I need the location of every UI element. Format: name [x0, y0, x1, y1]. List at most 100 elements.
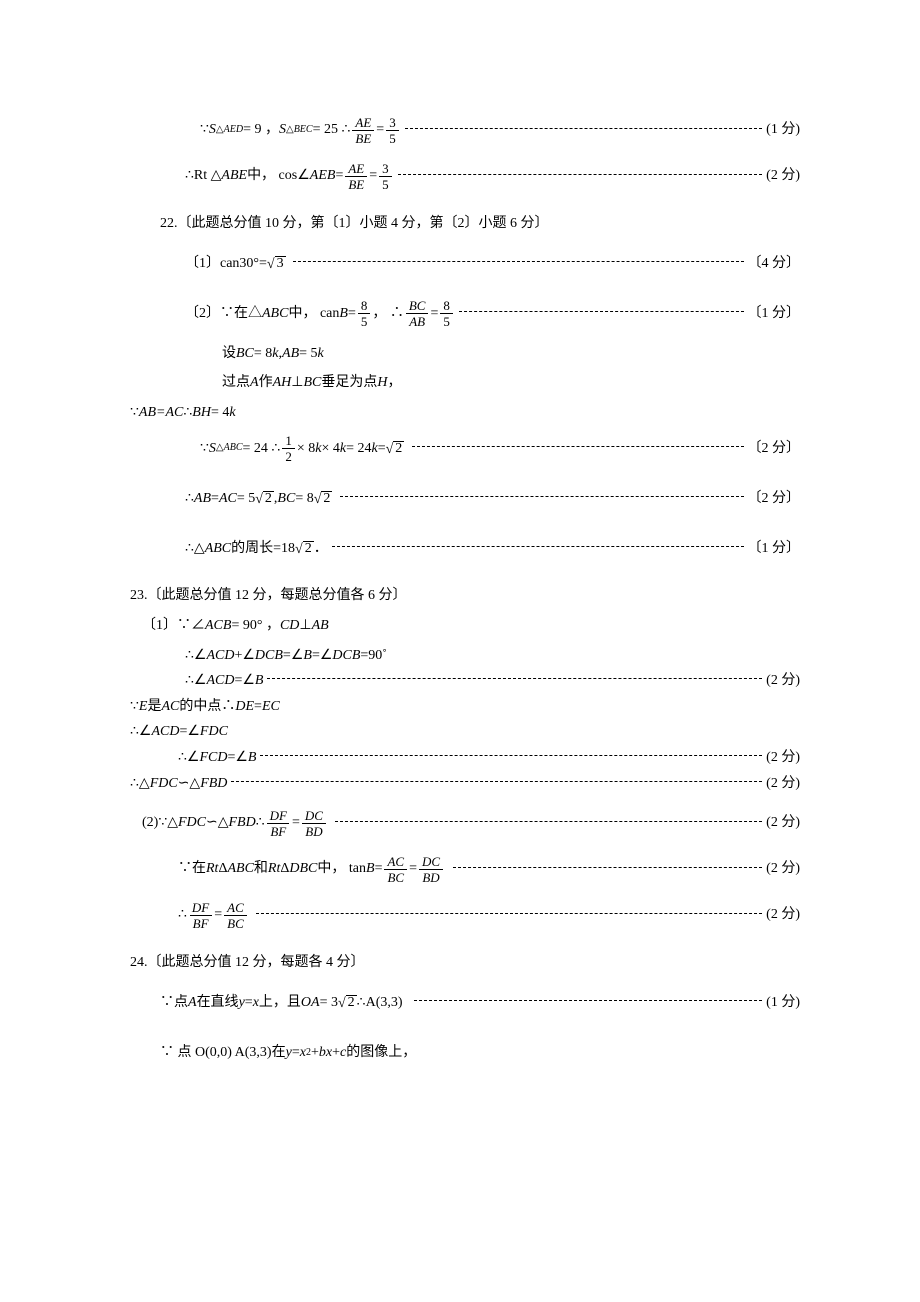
leader [260, 755, 762, 756]
text: ∴A(3,3) [357, 993, 403, 1013]
text: ∵ [130, 403, 139, 423]
text [332, 489, 336, 509]
points: 〔2 分〕 [748, 489, 801, 509]
text: = [211, 489, 219, 509]
leader [398, 174, 763, 175]
sym: ABC [262, 304, 288, 324]
text: ∴ [183, 403, 192, 423]
sub: △BEC [286, 123, 313, 137]
sym: ACD [206, 671, 234, 691]
text: ∵ [130, 697, 139, 717]
text: ∴∠ [185, 646, 206, 666]
text: =∠ [283, 646, 303, 666]
text: ∴△ [185, 539, 205, 559]
q23-1: 〔1〕∵∠ ACB = 90° ， CD ⊥ AB [130, 616, 800, 636]
text: 中， cos∠ [247, 166, 310, 186]
text: 的图像上， [346, 1043, 416, 1063]
points: (1 分) [766, 993, 800, 1013]
text: = 4 [211, 403, 229, 423]
text: ∴∠ [185, 671, 206, 691]
sym: ABC [227, 859, 253, 879]
sym: E [139, 697, 148, 717]
eq-line-cosaeb: ∴Rt △ ABE 中， cos∠ AEB = AEBE = 35 (2 分) [130, 156, 800, 196]
sym: ABE [221, 166, 247, 186]
q22-abac: ∵ AB=AC ∴ BH = 4k [130, 403, 800, 423]
frac-3-5: 35 [379, 162, 392, 191]
sym: B [303, 646, 312, 666]
text: 〔2〕∵在△ [185, 304, 262, 324]
frac-8-5: 85 [358, 299, 371, 328]
text: ∵在 [178, 859, 206, 879]
q22-title: 22.〔此题总分值 10 分，第〔1〕小题 4 分，第〔2〕小题 6 分〕 [130, 214, 800, 234]
eq-line-saed: ∵ S△AED = 9 ， S△BEC = 25 ∴ AEBE = 35 (1 … [130, 110, 800, 150]
sym: A [250, 373, 259, 393]
text: ， ∴ [372, 304, 404, 324]
text [328, 813, 332, 833]
sym: AB [282, 344, 299, 364]
sqrt2: 2 [338, 995, 357, 1010]
q23-acd-b: ∴∠ ACD =∠ B (2 分) [130, 671, 800, 691]
leader [459, 311, 744, 312]
text: 设 [222, 344, 236, 364]
text: = 90° ， [231, 616, 280, 636]
text: = [292, 1043, 300, 1063]
sym: AB=AC [139, 403, 183, 423]
sqrt2: 2 [295, 541, 314, 556]
text: + [332, 1043, 340, 1063]
text: = [430, 304, 438, 324]
sqrt2: 2 [386, 441, 405, 456]
text: = 5 [299, 344, 317, 364]
text: = [292, 813, 300, 833]
points: (2 分) [766, 774, 800, 794]
text: + [311, 1043, 319, 1063]
sym: BC [303, 373, 321, 393]
text: ∴ [185, 489, 194, 509]
sym: FDC [178, 813, 206, 833]
sym: B [366, 859, 375, 879]
text: = [378, 439, 386, 459]
sym: BC [236, 344, 254, 364]
text: =90˚ [360, 646, 387, 666]
text: × 8 [297, 439, 315, 459]
points: (2 分) [766, 813, 800, 833]
frac-ae-be: AEBE [352, 116, 374, 145]
q23-final: ∴ DFBF = ACBC (2 分) [130, 895, 800, 935]
text: 作 [259, 373, 273, 393]
sym: AEB [310, 166, 336, 186]
q24-title: 24.〔此题总分值 12 分，每题各 4 分〕 [130, 953, 800, 973]
text [404, 439, 408, 459]
text: = 8 [295, 489, 313, 509]
text: 是 [147, 697, 161, 717]
frac-3-5: 35 [386, 116, 399, 145]
text: 〔1〕∵∠ [142, 616, 205, 636]
points: (2 分) [766, 905, 800, 925]
text: =∠ [227, 748, 247, 768]
text: 垂足为点 [321, 373, 377, 393]
q23-acd-fdc: ∴∠ ACD =∠ FDC [130, 722, 800, 742]
text: = 5 [237, 489, 255, 509]
leader [414, 1000, 763, 1001]
text: 的周长=18 [231, 539, 295, 559]
sym: FBD [229, 813, 256, 833]
sym: ACD [206, 646, 234, 666]
sqrt2: 2 [255, 491, 274, 506]
q23-p2: (2)∵△ FDC ∽△ FBD ∴ DFBF = DCBD (2 分) [130, 803, 800, 843]
sym: FBD [200, 774, 227, 794]
points: (2 分) [766, 671, 800, 691]
leader [293, 261, 743, 262]
text: 中， can [288, 304, 339, 324]
frac-dc-bd: DCBD [419, 855, 443, 884]
text: ∽△ [206, 813, 229, 833]
text: =∠ [312, 646, 332, 666]
q23-sim: ∴△ FDC ∽△ FBD (2 分) [130, 774, 800, 794]
sym: BC [277, 489, 295, 509]
points: 〔4 分〕 [748, 254, 801, 274]
text: = [409, 859, 417, 879]
text: ∽△ [178, 774, 201, 794]
sub: △ABC [216, 441, 243, 455]
sym: DCB [255, 646, 283, 666]
sym: DBC [289, 859, 317, 879]
sym: B [255, 671, 264, 691]
text: =∠ [179, 722, 199, 742]
text [445, 859, 449, 879]
